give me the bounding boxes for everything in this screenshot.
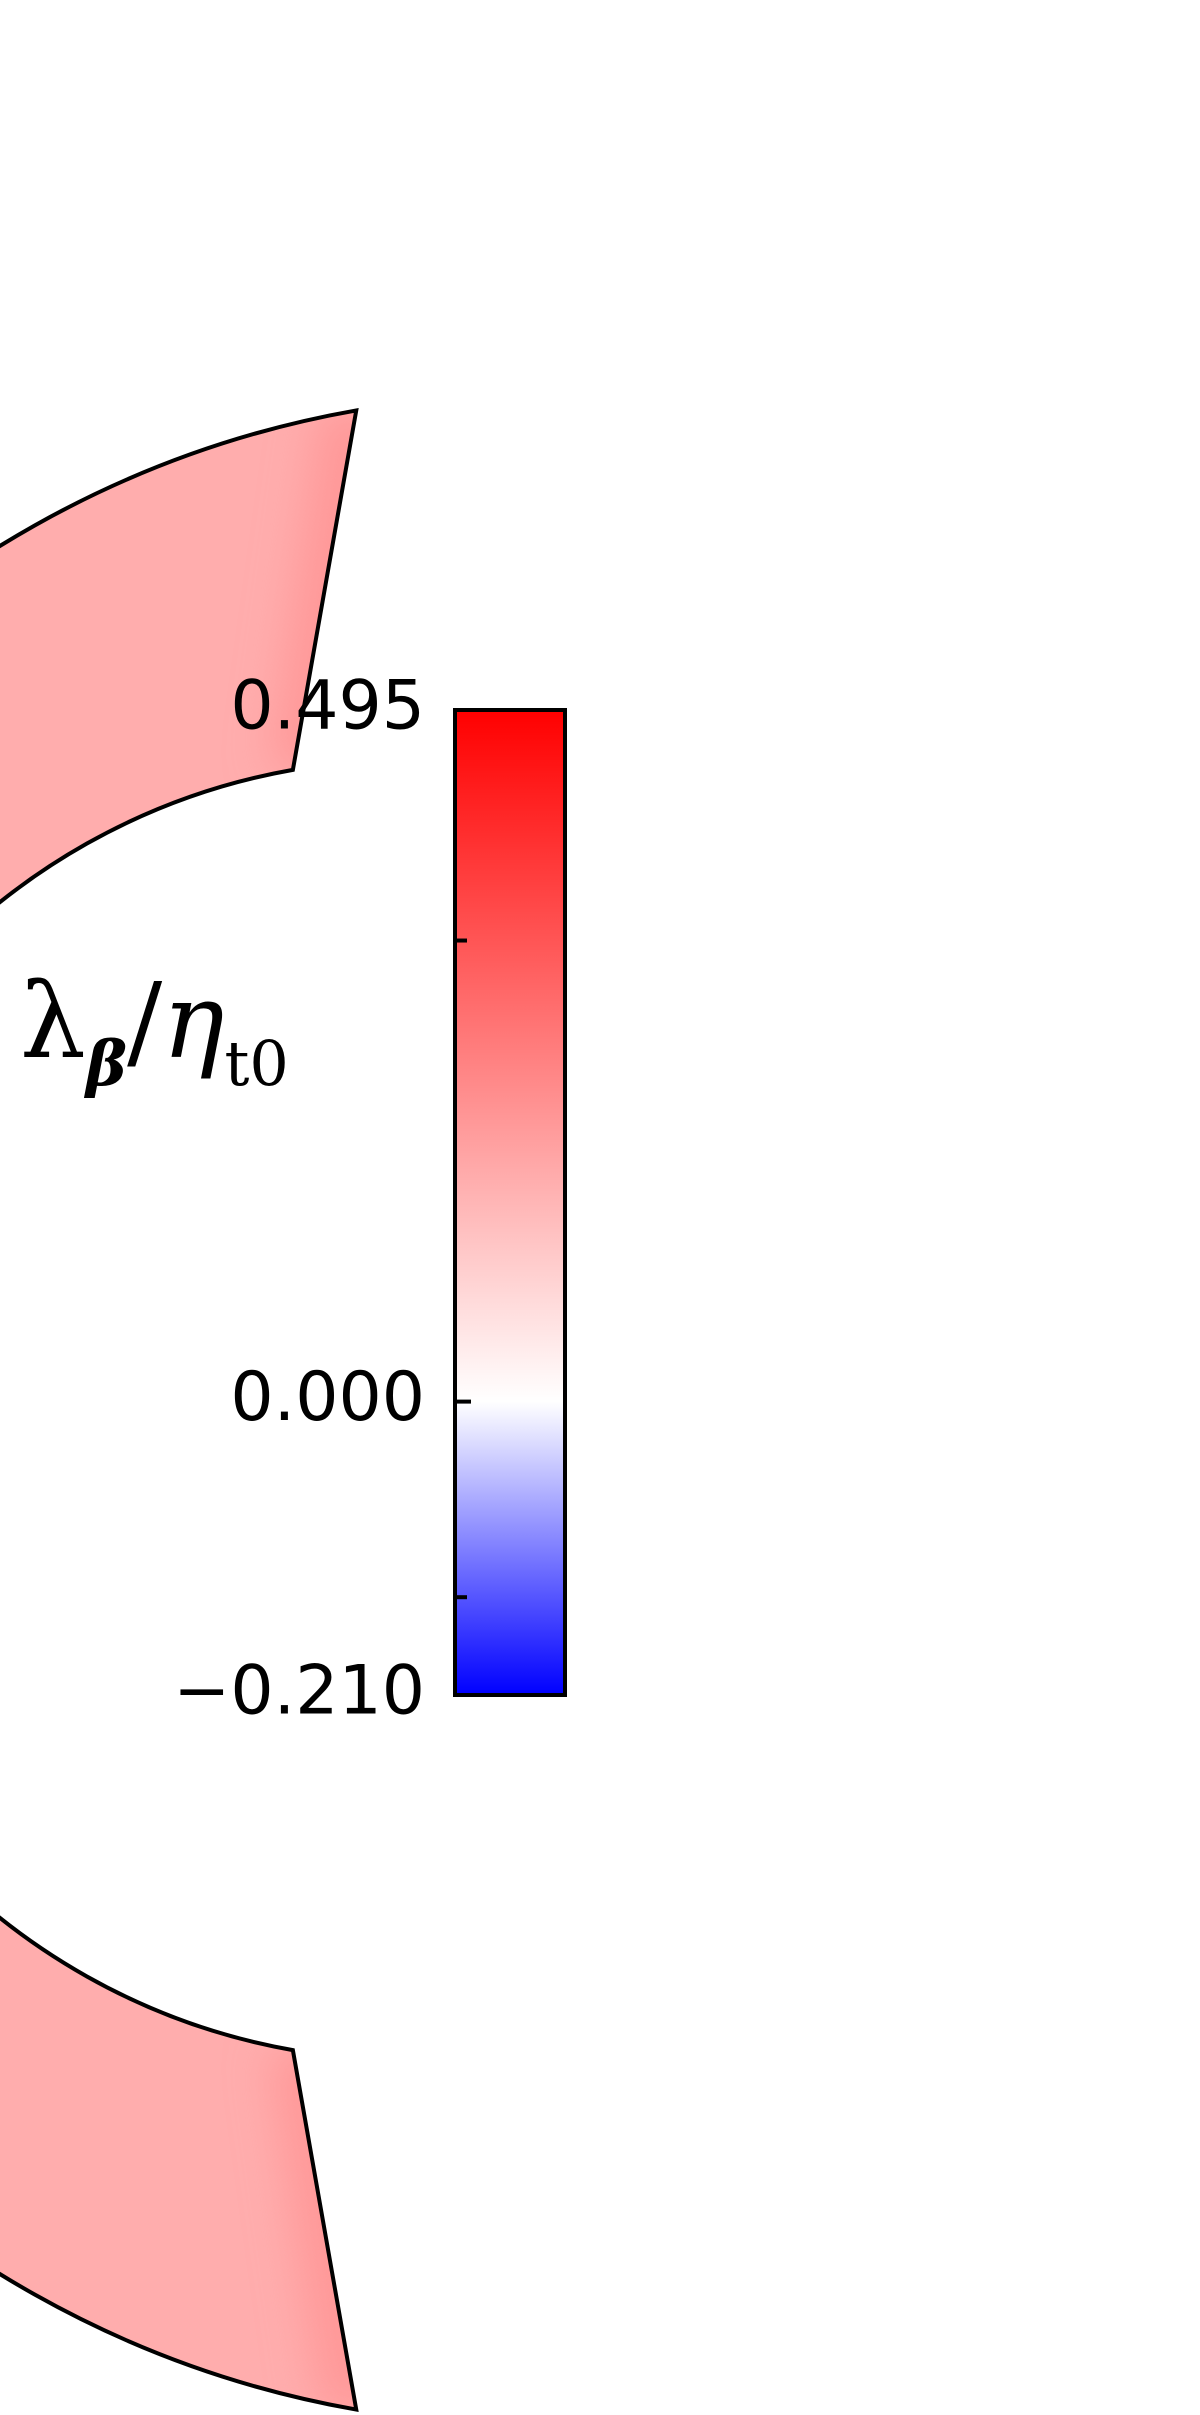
north-outer-boundary-layer xyxy=(758,579,958,763)
south-inner-boundary-layer xyxy=(291,1808,357,2074)
field-equatorial-band xyxy=(798,1096,1195,1723)
colorbar-label-lambda-sub: β xyxy=(85,1027,128,1100)
field-contours xyxy=(0,410,1195,2410)
colorbar-tick-label-0: 0.495 xyxy=(230,667,425,746)
colorbar-label-eta-sub: t0 xyxy=(224,1027,289,1100)
south-inner-cell xyxy=(718,1710,812,1842)
colorbar-label: λβ/ηt0 xyxy=(20,960,380,1100)
field-north-maximum xyxy=(604,575,935,896)
north-inner-cell xyxy=(718,978,812,1110)
colorbar-tick-label-1: 0.000 xyxy=(230,1358,425,1437)
colorbar: 0.495 0.000 −0.210 xyxy=(173,667,567,1731)
south-equator-inner-cell xyxy=(821,1480,849,1570)
field-south-maximum xyxy=(604,1924,935,2245)
field-north-peak xyxy=(710,631,870,787)
south-outer-boundary-layer xyxy=(758,2057,958,2241)
colorbar-label-eta: η xyxy=(162,960,225,1082)
colorbar-tick-label-2: −0.210 xyxy=(173,1652,425,1731)
colorbar-tick-labels: 0.495 0.000 −0.210 xyxy=(173,667,425,1731)
colorbar-bar xyxy=(453,708,567,1697)
colorbar-ticks xyxy=(455,708,471,1697)
field-south-midlat xyxy=(640,1611,1146,2128)
south-negative-core xyxy=(845,1642,965,1854)
negative-cells xyxy=(718,899,1016,1921)
colorbar-label-slash: / xyxy=(127,960,163,1082)
field-south-highlat xyxy=(270,1869,357,2410)
meridional-plane xyxy=(0,407,1195,2413)
north-negative-cell xyxy=(794,899,1017,1245)
north-equator-inner-cell xyxy=(816,1217,844,1327)
field-north-midlat xyxy=(640,692,1146,1209)
north-negative-core xyxy=(845,966,965,1178)
colorbar-label-lambda: λ xyxy=(20,960,86,1082)
shell-outline xyxy=(0,407,359,2413)
field-south-peak xyxy=(710,2032,870,2188)
south-negative-cell xyxy=(794,1575,1017,1921)
